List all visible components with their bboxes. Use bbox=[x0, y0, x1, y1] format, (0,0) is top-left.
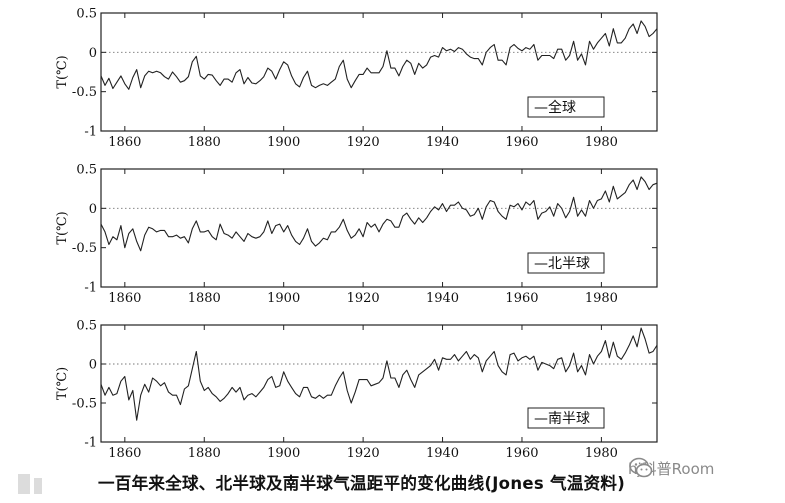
y-tick-label: -0.5 bbox=[72, 85, 97, 100]
x-tick-label: 1900 bbox=[267, 135, 300, 150]
southern-hemisphere-chart: 0.5 0 -0.5 -1 1860 1880 1900 1920 1940 1960 1980 T(… bbox=[55, 319, 658, 461]
y-axis-label: T(℃) bbox=[55, 55, 70, 88]
series-line bbox=[100, 327, 658, 421]
x-tick-label: 1980 bbox=[585, 291, 618, 306]
x-tick-label: 1920 bbox=[347, 291, 380, 306]
y-tick-label: 0 bbox=[89, 358, 97, 373]
y-tick-label: 0.5 bbox=[76, 7, 97, 22]
legend-box bbox=[527, 252, 605, 274]
y-tick-label: 0 bbox=[89, 202, 97, 217]
x-tick-label: 1920 bbox=[347, 446, 380, 461]
watermark: hj科普Room bbox=[628, 455, 714, 481]
x-tick-label: 1980 bbox=[585, 446, 618, 461]
plot-frame bbox=[100, 12, 658, 132]
wechat-icon bbox=[629, 457, 653, 478]
northern-hemisphere-chart: 0.5 0 -0.5 -1 1860 1880 1900 1920 1940 1960 1980 T(… bbox=[55, 163, 658, 306]
y-tick-label: -1 bbox=[84, 436, 97, 451]
y-axis-label: T(℃) bbox=[55, 211, 70, 244]
x-tick-label: 1920 bbox=[347, 135, 380, 150]
y-tick-label: 0.5 bbox=[76, 319, 97, 334]
x-tick-label: 1880 bbox=[188, 446, 221, 461]
legend-label: —南半球 bbox=[534, 411, 590, 427]
x-tick-label: 1940 bbox=[426, 446, 459, 461]
series-line bbox=[100, 176, 658, 252]
plot-frame bbox=[100, 168, 658, 288]
x-tick-label: 1880 bbox=[188, 291, 221, 306]
global-chart: 0.5 0 -0.5 -1 1860 1880 1900 1920 1940 1960 1980 T(… bbox=[55, 7, 658, 150]
legend-label: —北半球 bbox=[534, 256, 590, 272]
y-axis-label: T(℃) bbox=[55, 367, 70, 400]
x-tick-label: 1980 bbox=[585, 135, 618, 150]
x-tick-label: 1960 bbox=[505, 446, 538, 461]
legend-box bbox=[527, 407, 605, 429]
y-tick-label: -0.5 bbox=[72, 397, 97, 412]
x-tick-label: 1860 bbox=[108, 135, 141, 150]
x-tick-label: 1900 bbox=[267, 446, 300, 461]
figure-caption: 一百年来全球、北半球及南半球气温距平的变化曲线(Jones 气温资料) bbox=[98, 474, 626, 493]
plot-frame bbox=[100, 324, 658, 443]
legend-label: —全球 bbox=[534, 99, 576, 116]
y-tick-label: 0.5 bbox=[76, 163, 97, 178]
x-tick-label: 1940 bbox=[426, 291, 459, 306]
x-tick-label: 1860 bbox=[108, 291, 141, 306]
scan-artifact-left-2 bbox=[34, 478, 42, 494]
series-line bbox=[100, 20, 658, 90]
x-tick-label: 1860 bbox=[108, 446, 141, 461]
y-tick-label: 0 bbox=[89, 46, 97, 61]
scan-artifact-left bbox=[18, 474, 30, 494]
x-tick-label: 1960 bbox=[505, 291, 538, 306]
x-tick-label: 1960 bbox=[505, 135, 538, 150]
x-tick-label: 1900 bbox=[267, 291, 300, 306]
legend-box bbox=[527, 96, 605, 118]
y-tick-label: -1 bbox=[84, 281, 97, 296]
x-tick-label: 1880 bbox=[188, 135, 221, 150]
y-tick-label: -0.5 bbox=[72, 241, 97, 256]
y-tick-label: -1 bbox=[84, 125, 97, 140]
x-tick-label: 1940 bbox=[426, 135, 459, 150]
